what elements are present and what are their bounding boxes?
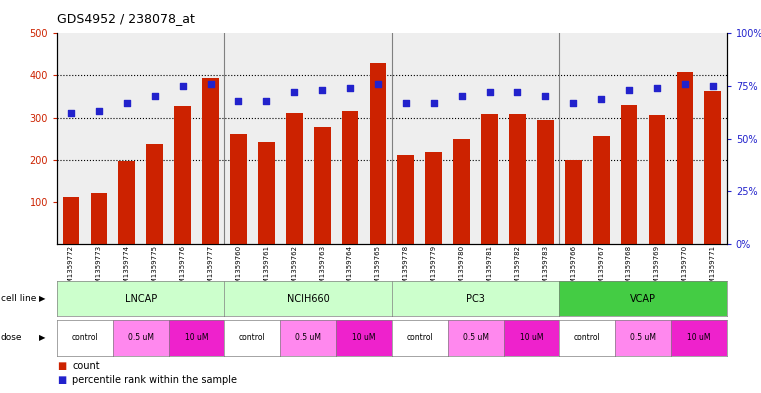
Text: NCIH660: NCIH660: [287, 294, 330, 304]
Point: [148, 93, 161, 99]
Text: GDS4952 / 238078_at: GDS4952 / 238078_at: [57, 12, 195, 25]
Bar: [593, 136, 610, 244]
Text: ▶: ▶: [39, 334, 45, 342]
Bar: [174, 106, 191, 244]
Text: control: control: [574, 334, 600, 342]
Bar: [230, 134, 247, 244]
Bar: [146, 144, 163, 244]
Point: [679, 81, 691, 87]
Text: 10 uM: 10 uM: [687, 334, 711, 342]
Point: [316, 87, 328, 93]
Bar: [648, 115, 665, 244]
Text: ■: ■: [57, 375, 66, 385]
Point: [65, 110, 77, 116]
Text: ■: ■: [57, 362, 66, 371]
Text: control: control: [72, 334, 98, 342]
Bar: [91, 193, 107, 244]
Text: VCAP: VCAP: [630, 294, 656, 304]
Point: [344, 85, 356, 91]
Point: [288, 89, 301, 95]
Text: 10 uM: 10 uM: [185, 334, 209, 342]
Text: PC3: PC3: [466, 294, 485, 304]
Text: control: control: [239, 334, 266, 342]
Point: [456, 93, 468, 99]
Bar: [677, 72, 693, 244]
Point: [567, 100, 579, 106]
Text: 10 uM: 10 uM: [520, 334, 543, 342]
Point: [372, 81, 384, 87]
Point: [623, 87, 635, 93]
Text: count: count: [72, 362, 100, 371]
Text: dose: dose: [1, 334, 22, 342]
Bar: [397, 155, 414, 244]
Bar: [286, 113, 303, 244]
Text: percentile rank within the sample: percentile rank within the sample: [72, 375, 237, 385]
Text: 10 uM: 10 uM: [352, 334, 376, 342]
Text: 0.5 uM: 0.5 uM: [463, 334, 489, 342]
Bar: [537, 120, 554, 244]
Text: ▶: ▶: [39, 294, 45, 303]
Text: 0.5 uM: 0.5 uM: [128, 334, 154, 342]
Bar: [509, 114, 526, 244]
Text: 0.5 uM: 0.5 uM: [295, 334, 321, 342]
Bar: [258, 142, 275, 244]
Point: [428, 100, 440, 106]
Text: 0.5 uM: 0.5 uM: [630, 334, 656, 342]
Text: cell line: cell line: [1, 294, 36, 303]
Point: [483, 89, 495, 95]
Bar: [62, 197, 79, 244]
Bar: [119, 161, 135, 244]
Point: [121, 100, 133, 106]
Point: [540, 93, 552, 99]
Point: [93, 108, 105, 114]
Point: [595, 95, 607, 102]
Bar: [621, 105, 638, 244]
Bar: [454, 140, 470, 244]
Bar: [705, 92, 721, 244]
Point: [651, 85, 663, 91]
Bar: [314, 127, 330, 244]
Point: [511, 89, 524, 95]
Text: LNCAP: LNCAP: [125, 294, 157, 304]
Point: [400, 100, 412, 106]
Bar: [565, 160, 581, 244]
Point: [205, 81, 217, 87]
Text: control: control: [406, 334, 433, 342]
Point: [260, 97, 272, 104]
Bar: [481, 114, 498, 244]
Point: [177, 83, 189, 89]
Bar: [370, 63, 387, 244]
Point: [232, 97, 244, 104]
Point: [707, 83, 719, 89]
Bar: [202, 78, 219, 244]
Bar: [342, 111, 358, 244]
Bar: [425, 152, 442, 244]
